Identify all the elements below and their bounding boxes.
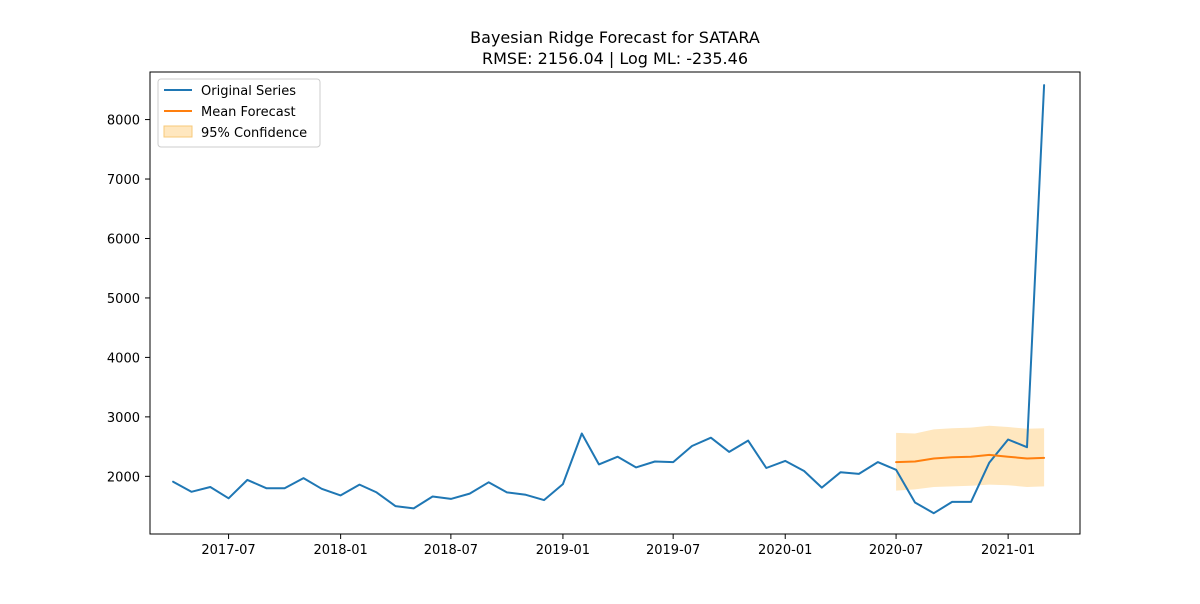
y-tick-label: 3000 (107, 411, 140, 426)
series-lines-layer (172, 84, 1046, 515)
x-tick-label: 2021-01 (981, 543, 1035, 558)
y-tick-label: 7000 (107, 173, 140, 188)
plot-area-frame (149, 71, 1081, 535)
mean-forecast-line (895, 453, 1046, 464)
x-tick-label: 2017-07 (201, 543, 255, 558)
y-tick-label: 4000 (107, 351, 140, 366)
legend-box (157, 78, 321, 148)
x-tick-label: 2018-07 (424, 543, 478, 558)
y-tick-label: 8000 (107, 114, 140, 129)
chart-subtitle: RMSE: 2156.04 | Log ML: -235.46 (482, 49, 748, 68)
legend: Original Series Mean Forecast 95% Confid… (157, 78, 321, 148)
x-tick-label: 2020-01 (758, 543, 812, 558)
legend-label-original-series: Original Series (201, 84, 296, 99)
legend-label-mean-forecast: Mean Forecast (201, 105, 296, 120)
legend-label-confidence-band: 95% Confidence (201, 126, 307, 141)
x-tick-label: 2019-07 (646, 543, 700, 558)
x-tick-label: 2019-01 (536, 543, 590, 558)
chart-title: Bayesian Ridge Forecast for SATARA (470, 28, 760, 47)
x-tick-label: 2020-07 (869, 543, 923, 558)
legend-swatch-confidence-band (163, 125, 193, 138)
original-series-line (172, 84, 1046, 515)
y-tick-label: 2000 (107, 470, 140, 485)
y-axis: 2000 3000 4000 5000 6000 7000 8000 (107, 114, 150, 485)
x-axis: 2017-07 2018-01 2018-07 2019-01 2019-07 2020-… (201, 534, 1035, 558)
y-tick-label: 6000 (107, 232, 140, 247)
x-tick-label: 2018-01 (313, 543, 367, 558)
y-tick-label: 5000 (107, 292, 140, 307)
